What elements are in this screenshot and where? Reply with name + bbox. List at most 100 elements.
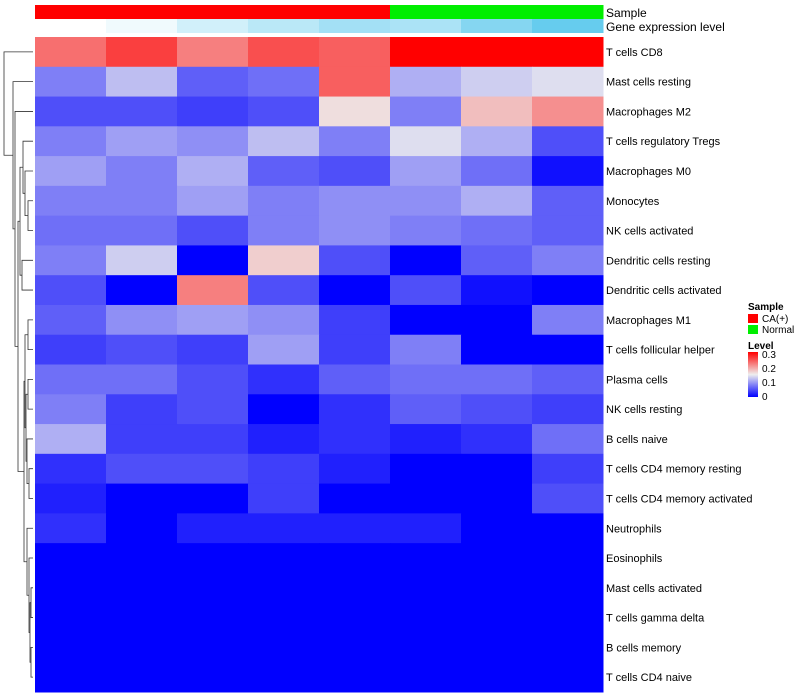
heatmap-cell <box>248 185 320 217</box>
heatmap-cell <box>35 424 107 455</box>
heatmap-cell <box>106 66 178 98</box>
row-label: T cells follicular helper <box>606 345 715 357</box>
heatmap-cell <box>248 304 320 336</box>
heatmap-cell <box>106 245 178 276</box>
heatmap-cell <box>461 632 533 663</box>
heatmap-cell <box>390 66 462 98</box>
heatmap-cell <box>177 394 249 425</box>
row-label: Dendritic cells resting <box>606 255 711 267</box>
expression-annotation-cell <box>35 19 107 33</box>
dendrogram-branch <box>21 259 33 291</box>
expression-annotation-cell <box>390 19 462 33</box>
heatmap-cell <box>106 543 178 574</box>
row-label: Neutrophils <box>606 523 662 535</box>
heatmap-cell <box>35 513 107 544</box>
heatmap-cell <box>532 632 604 663</box>
dendrogram-branch <box>17 220 24 472</box>
row-label: B cells memory <box>606 642 682 654</box>
heatmap-cell <box>461 275 533 306</box>
heatmap-cell <box>461 453 533 485</box>
heatmap-cell <box>177 483 249 514</box>
heatmap-cell <box>106 394 178 425</box>
heatmap-cell <box>319 126 391 157</box>
heatmap-cell <box>177 334 249 365</box>
heatmap-cell <box>248 543 320 574</box>
heatmap-cell <box>177 96 249 127</box>
heatmap-cell <box>461 424 533 455</box>
heatmap-cell <box>390 513 462 544</box>
heatmap-cell <box>532 185 604 217</box>
heatmap-cell <box>35 662 107 693</box>
heatmap-cell <box>319 483 391 514</box>
heatmap-cell <box>177 364 249 395</box>
dendrogram-branch <box>30 646 33 678</box>
heatmap-cell <box>532 572 604 604</box>
heatmap-cell <box>319 304 391 336</box>
heatmap-cell <box>106 96 178 127</box>
heatmap-cell <box>390 602 462 633</box>
row-label: T cells regulatory Tregs <box>606 136 721 148</box>
dendrogram-branch <box>26 527 33 596</box>
heatmap-cell <box>177 543 249 574</box>
heatmap-cell <box>532 453 604 485</box>
sample-annotation-cell <box>106 5 178 19</box>
sample-annotation-cell <box>248 5 320 19</box>
heatmap-cell <box>390 394 462 425</box>
heatmap-cell <box>35 215 107 246</box>
heatmap-cell <box>177 37 249 68</box>
heatmap-cell <box>319 453 391 485</box>
heatmap-cell <box>319 37 391 68</box>
heatmap-cell <box>319 156 391 187</box>
row-label: Mast cells activated <box>606 583 702 595</box>
heatmap-cell <box>532 394 604 425</box>
heatmap-cell <box>319 364 391 395</box>
heatmap-cell <box>532 602 604 633</box>
heatmap-cell <box>248 483 320 514</box>
heatmap-cell <box>319 513 391 544</box>
heatmap-cell <box>35 245 107 276</box>
heatmap-cell <box>532 96 604 127</box>
heatmap-cell <box>461 364 533 395</box>
heatmap-cell <box>248 632 320 663</box>
sample-annotation-cell <box>532 5 604 19</box>
column-annotations <box>35 5 604 33</box>
heatmap-cell <box>106 424 178 455</box>
heatmap-cell <box>106 304 178 336</box>
heatmap-cell <box>177 156 249 187</box>
heatmap-cell <box>390 453 462 485</box>
heatmap-cell <box>461 304 533 336</box>
heatmap-cell <box>461 96 533 127</box>
heatmap-cell <box>461 245 533 276</box>
expression-annotation-cell <box>461 19 533 33</box>
row-label: Macrophages M0 <box>606 166 691 178</box>
heatmap-cell <box>390 37 462 68</box>
sample-annotation-cell <box>35 5 107 19</box>
row-label: NK cells resting <box>606 404 682 416</box>
heatmap-cell <box>35 185 107 217</box>
heatmap-cell <box>319 66 391 98</box>
heatmap-cell <box>461 215 533 246</box>
heatmap-cell <box>248 453 320 485</box>
row-label: Mast cells resting <box>606 77 691 89</box>
heatmap-cell <box>532 483 604 514</box>
heatmap-cell <box>177 632 249 663</box>
heatmap-cell <box>106 364 178 395</box>
legend-label-normal: Normal <box>762 325 794 336</box>
heatmap-cell <box>248 572 320 604</box>
heatmap-cell <box>106 334 178 365</box>
heatmap-cell <box>248 275 320 306</box>
row-label: Eosinophils <box>606 553 663 565</box>
heatmap-cell <box>248 662 320 693</box>
heatmap-cell <box>106 185 178 217</box>
legend-color-bar <box>748 352 758 397</box>
heatmap-cell <box>177 185 249 217</box>
heatmap-cell <box>248 215 320 246</box>
heatmap-cell <box>106 662 178 693</box>
heatmap-cell <box>35 275 107 306</box>
heatmap-cell <box>532 37 604 68</box>
heatmap-cell <box>461 37 533 68</box>
heatmap-cell <box>319 424 391 455</box>
heatmap-cell <box>106 215 178 246</box>
dendrogram-branch <box>24 334 28 429</box>
